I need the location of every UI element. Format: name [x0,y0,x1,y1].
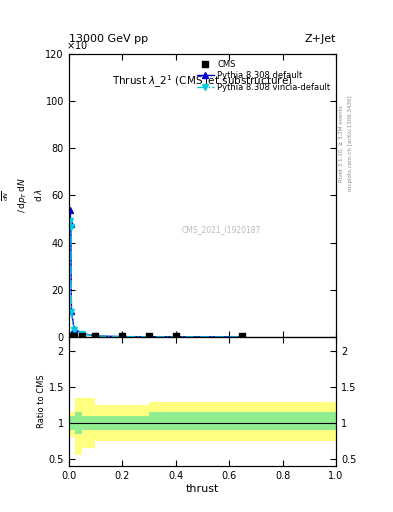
CMS [68,332,75,340]
CMS [119,332,125,340]
Y-axis label: $\frac{1}{\mathrm{d}N}$
$/\,\mathrm{d}p_T\,\mathrm{d}N$
$\mathrm{d}\,\lambda$: $\frac{1}{\mathrm{d}N}$ $/\,\mathrm{d}p_… [0,178,44,214]
Pythia 8.308 vincia-default [93,333,98,339]
Legend: CMS, Pythia 8.308 default, Pythia 8.308 vincia-default: CMS, Pythia 8.308 default, Pythia 8.308 … [195,58,332,93]
Text: Rivet 3.1.10, ≥ 3.2M events: Rivet 3.1.10, ≥ 3.2M events [339,105,344,182]
CMS [71,332,77,340]
Text: Z+Jet: Z+Jet [305,34,336,44]
Text: mcplots.cern.ch [arXiv:1306.3436]: mcplots.cern.ch [arXiv:1306.3436] [348,96,353,191]
CMS [239,332,246,340]
Text: Thrust $\lambda\_2^1$ (CMS jet substructure): Thrust $\lambda\_2^1$ (CMS jet substruct… [112,74,293,90]
Pythia 8.308 vincia-default [68,218,72,224]
Text: CMS_2021_I1920187: CMS_2021_I1920187 [182,225,261,234]
Pythia 8.308 vincia-default [68,224,73,230]
Pythia 8.308 default [68,221,73,227]
CMS [68,332,74,340]
CMS [173,332,179,340]
CMS [146,332,152,340]
Pythia 8.308 default [72,326,77,332]
Pythia 8.308 default [69,308,74,314]
Text: 13000 GeV pp: 13000 GeV pp [69,34,148,44]
Pythia 8.308 vincia-default [80,331,84,337]
Pythia 8.308 default [80,331,84,337]
Pythia 8.308 vincia-default [72,327,77,333]
Pythia 8.308 vincia-default [69,309,74,315]
Line: Pythia 8.308 default: Pythia 8.308 default [67,207,245,339]
Text: $\times 10$: $\times 10$ [66,39,88,51]
Y-axis label: Ratio to CMS: Ratio to CMS [37,375,46,429]
CMS [79,332,85,340]
Pythia 8.308 default [93,333,98,339]
X-axis label: thrust: thrust [186,483,219,494]
Pythia 8.308 vincia-default [120,334,125,340]
Pythia 8.308 default [120,334,125,340]
Line: Pythia 8.308 vincia-default: Pythia 8.308 vincia-default [67,219,245,339]
Pythia 8.308 vincia-default [240,334,245,340]
CMS [92,332,99,340]
Pythia 8.308 default [240,334,245,340]
CMS [67,332,73,340]
Pythia 8.308 default [68,206,72,212]
